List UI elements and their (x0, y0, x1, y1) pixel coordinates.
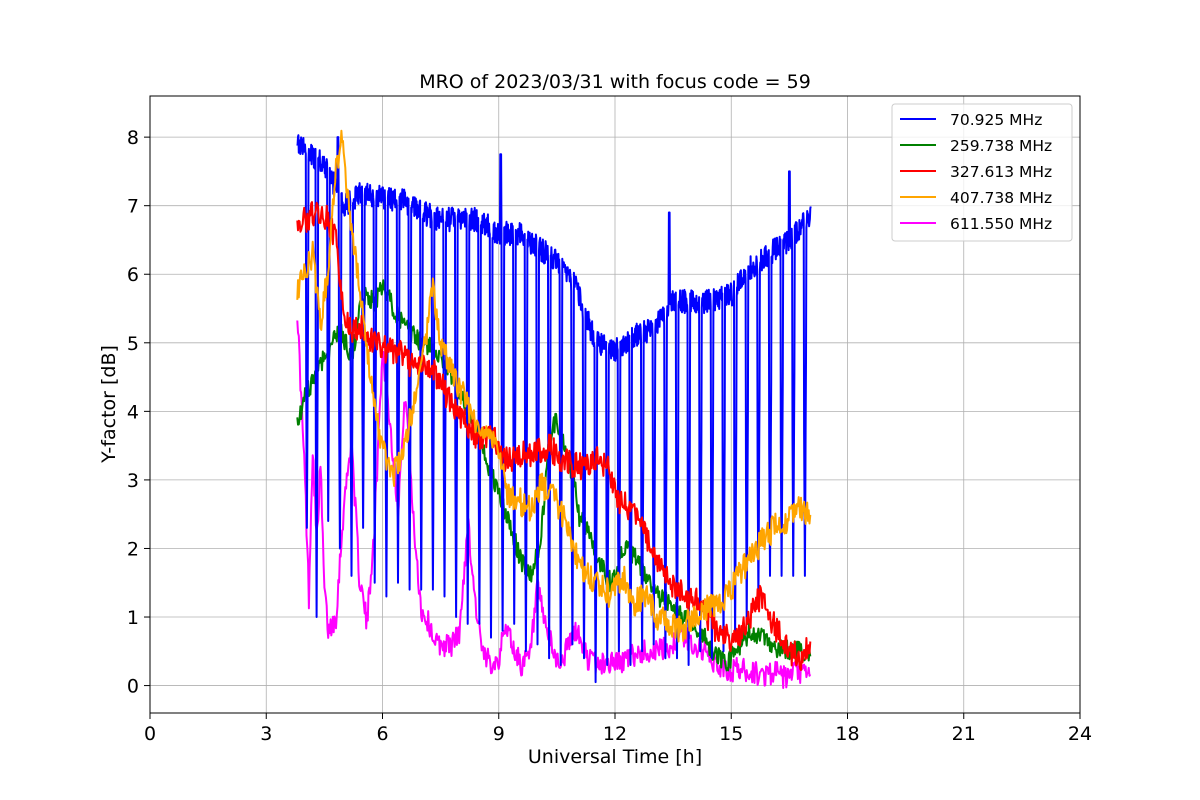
legend-entry-label: 70.925 MHz (950, 111, 1042, 129)
series-line-3 (296, 201, 812, 672)
legend-entry-label: 327.613 MHz (950, 163, 1052, 181)
series-lines (296, 129, 812, 689)
x-tick-label: 12 (603, 723, 627, 745)
y-tick-label: 8 (127, 127, 139, 149)
y-tick-label: 4 (127, 401, 139, 423)
x-tick-label: 9 (493, 723, 505, 745)
x-tick-label: 6 (376, 723, 388, 745)
y-tick-label: 3 (127, 470, 139, 492)
x-axis-label: Universal Time [h] (528, 746, 702, 768)
legend-box (891, 103, 1073, 242)
x-tick-label: 15 (719, 723, 743, 745)
y-tick-label: 7 (127, 196, 139, 218)
y-axis-label: Y-factor [dB] (98, 345, 120, 464)
y-tick-label: 6 (127, 264, 139, 286)
chart-title: MRO of 2023/03/31 with focus code = 59 (419, 71, 811, 93)
series-line-4 (296, 129, 812, 643)
x-tick-label: 3 (260, 723, 272, 745)
series-line-1 (296, 134, 812, 684)
x-tick-label: 18 (835, 723, 859, 745)
plot-frame (149, 95, 1081, 714)
legend: 70.925 MHz 259.738 MHz 327.613 MHz 407.738 … (891, 103, 1073, 242)
y-tick-label: 0 (127, 676, 139, 698)
x-tick-label: 21 (952, 723, 976, 745)
legend-entry-label: 611.550 MHz (950, 215, 1052, 233)
x-tick-label: 0 (144, 723, 156, 745)
y-tick-label: 1 (127, 607, 139, 629)
y-tick-label: 5 (127, 333, 139, 355)
legend-entry-label: 259.738 MHz (950, 137, 1052, 155)
x-tick-label: 24 (1068, 723, 1092, 745)
y-tick-label: 2 (127, 538, 139, 560)
series-line-2 (296, 279, 812, 672)
legend-entry-label: 407.738 MHz (950, 189, 1052, 207)
